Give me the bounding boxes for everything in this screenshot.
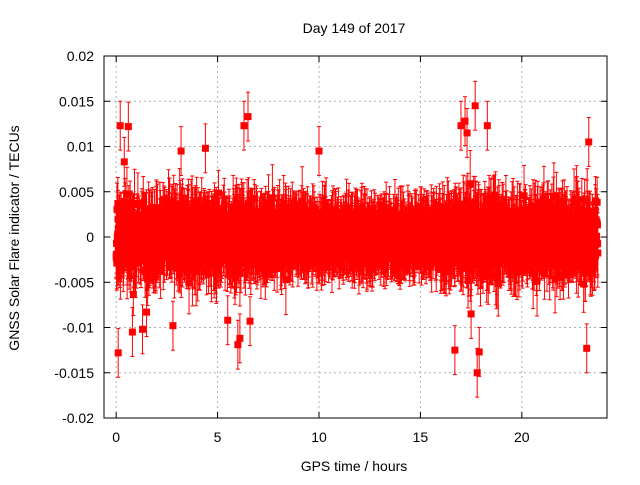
chart-title: Day 149 of 2017 [303, 20, 406, 36]
data-layer [113, 81, 602, 397]
